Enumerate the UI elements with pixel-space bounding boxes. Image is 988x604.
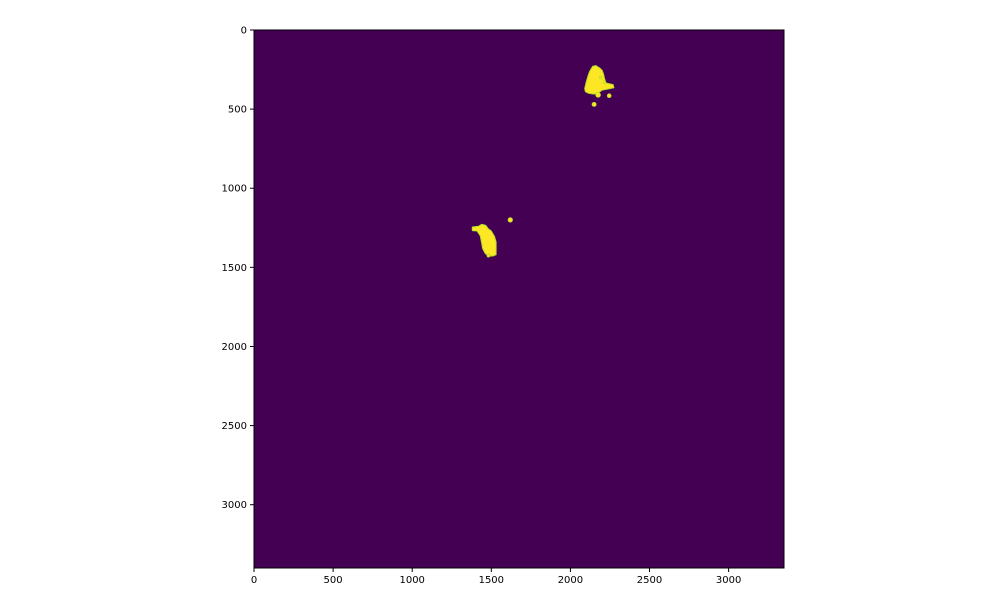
plot-area xyxy=(253,29,785,569)
y-tick-label: 1000 xyxy=(222,184,247,195)
x-tick-label: 500 xyxy=(324,575,343,586)
mask-blob xyxy=(606,93,612,98)
y-axis: 0 500 1000 1500 2000 2500 3000 xyxy=(222,26,254,511)
mask-blob xyxy=(602,80,607,84)
plot-frame xyxy=(253,29,785,569)
y-tick-label: 2000 xyxy=(222,342,247,353)
mask-region-upper-cluster xyxy=(584,65,615,95)
mask-blob xyxy=(591,101,597,107)
x-axis: 0 500 1000 1500 2000 2500 3000 xyxy=(251,568,741,586)
y-tick-label: 1500 xyxy=(222,263,247,274)
x-tick-label: 0 xyxy=(251,575,257,586)
x-tick-label: 1000 xyxy=(399,575,424,586)
x-tick-label: 3000 xyxy=(716,575,741,586)
x-tick-label: 2000 xyxy=(558,575,583,586)
x-tick-label: 2500 xyxy=(637,575,662,586)
y-tick-label: 500 xyxy=(228,105,247,116)
y-tick-label: 2500 xyxy=(222,421,247,432)
mask-blob xyxy=(598,75,603,80)
y-tick-label: 0 xyxy=(241,26,247,37)
y-tick-label: 3000 xyxy=(222,500,247,511)
mask-region-lower-cluster xyxy=(471,223,497,257)
mask-blob xyxy=(595,92,601,98)
mask-blob xyxy=(486,253,491,258)
x-tick-label: 1500 xyxy=(479,575,504,586)
heatmap-background xyxy=(254,30,784,568)
mask-blob xyxy=(507,217,513,223)
